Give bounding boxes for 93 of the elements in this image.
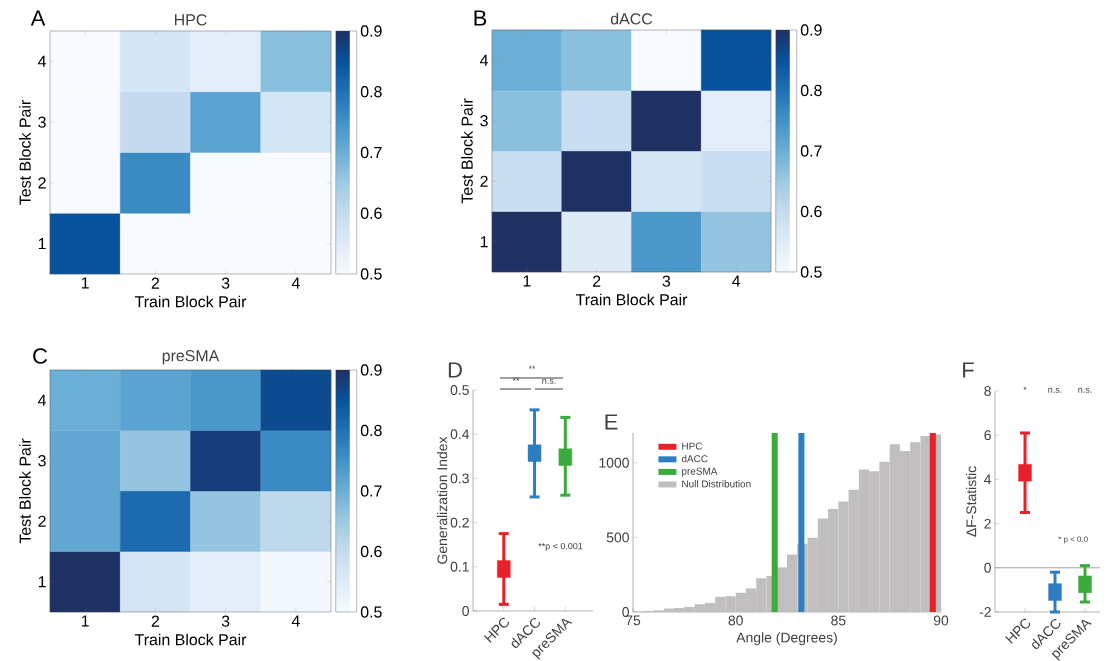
color-bar-label: 0.7 (360, 146, 382, 159)
y-tick-label: 6 (984, 430, 991, 441)
color-bar-label: 0.6 (360, 207, 382, 219)
y-tick-label: 1 (38, 238, 46, 250)
text: C (33, 348, 48, 364)
color-bar-label: 0.6 (800, 205, 822, 218)
annotation: n.s. (1078, 387, 1092, 393)
y-tick-label: 3 (480, 115, 488, 127)
text: A (30, 10, 46, 26)
y-tick-label: -2 (979, 607, 991, 617)
x-tick-label: 2 (151, 615, 160, 627)
y-tick-label: 4 (37, 55, 47, 67)
y-tick-label: 2 (984, 518, 991, 529)
point (497, 560, 511, 578)
y-tick-label: 1000 (599, 457, 629, 468)
color-bar-label: 0.5 (360, 606, 382, 618)
x-tick-label: 90 (933, 615, 949, 626)
x-tick-label: 85 (831, 615, 846, 626)
point (527, 444, 542, 462)
color-bar-label: 0.9 (360, 25, 382, 37)
legend-label: HPC (682, 442, 703, 450)
legend-label: Null Distribution (682, 480, 751, 488)
color-bar-label: 0.5 (800, 266, 822, 278)
y-tick-label: 3 (38, 116, 46, 128)
y-tick-label: 500 (606, 532, 629, 543)
y-tick-label: 0.1 (450, 561, 469, 572)
y-axis-title: ΔF-Statistic (966, 466, 977, 537)
point (1078, 575, 1092, 594)
text: B (474, 10, 487, 26)
color-bar-label: 0.7 (360, 485, 382, 497)
y-tick-label: 3 (38, 455, 46, 467)
x-tick-label: 2 (151, 277, 160, 289)
text: ** (512, 377, 520, 381)
y-tick-label: 2 (38, 515, 46, 527)
y-tick-label: 2 (480, 175, 488, 187)
y-axis-title: Test Block Pair (19, 100, 31, 205)
text: F (963, 362, 974, 378)
x-tick-label: 2 (593, 275, 601, 287)
y-tick-label: 4 (479, 54, 489, 66)
text: n.s. (542, 378, 556, 384)
color-bar-label: 0.7 (800, 145, 822, 157)
y-tick-label: 8 (984, 386, 991, 396)
y-tick-label: 0.3 (450, 473, 469, 484)
point (558, 448, 573, 466)
text: ** (528, 365, 536, 369)
text: * (1023, 386, 1027, 390)
x-tick-label: 75 (625, 615, 641, 626)
annotation: **p < 0.001 (538, 542, 583, 552)
x-axis-title: Angle (Degrees) (736, 632, 837, 646)
y-tick-label: 2 (38, 177, 46, 189)
chart-title: dACC (610, 12, 653, 25)
y-tick-label: 0.5 (450, 385, 469, 395)
x-tick-label: 3 (221, 615, 230, 627)
x-tick-label: 1 (81, 277, 89, 289)
color-bar-label: 0.8 (800, 84, 822, 97)
x-tick-label: 4 (291, 615, 300, 627)
y-tick-label: 0 (462, 606, 469, 616)
y-axis-title: Test Block Pair (461, 98, 473, 204)
y-axis-title: Generalization Index (437, 436, 448, 564)
x-tick-label: 4 (291, 277, 300, 289)
x-tick-label: 3 (221, 277, 230, 289)
color-bar-label: 0.9 (360, 364, 382, 376)
point (1048, 583, 1062, 601)
y-tick-label: 4 (984, 474, 992, 485)
color-bar-label: 0.8 (360, 424, 382, 437)
point (1018, 464, 1032, 482)
text: E (605, 414, 618, 430)
x-tick-label: 1 (81, 615, 89, 627)
chart-title: HPC (174, 14, 207, 26)
color-bar-label: 0.6 (360, 545, 382, 558)
legend-label: preSMA (682, 467, 718, 477)
y-tick-label: 1 (38, 576, 46, 588)
y-tick-label: 0 (984, 562, 991, 573)
color-bar-label: 0.5 (360, 268, 382, 280)
x-axis-title: Train Block Pair (134, 295, 247, 308)
x-tick-label: 1 (523, 275, 531, 287)
x-tick-label: 3 (662, 275, 671, 287)
x-axis-title: Train Block Pair (575, 293, 688, 306)
x-axis-title: Train Block Pair (134, 633, 247, 646)
chart-title: preSMA (162, 350, 220, 365)
color-bar-label: 0.9 (800, 24, 822, 36)
legend-label: dACC (681, 454, 708, 463)
y-tick-label: 0.2 (450, 517, 469, 528)
x-tick-label: 80 (728, 615, 743, 626)
y-tick-label: 4 (37, 394, 47, 406)
y-axis-title: Test Block Pair (19, 438, 31, 544)
y-tick-label: 0.4 (450, 429, 470, 440)
y-tick-label: 0 (622, 607, 629, 617)
text: D (448, 362, 462, 378)
x-tick-label: 4 (732, 275, 741, 287)
annotation: n.s. (1048, 387, 1062, 393)
color-bar-label: 0.8 (360, 86, 382, 98)
y-tick-label: 1 (480, 236, 488, 248)
